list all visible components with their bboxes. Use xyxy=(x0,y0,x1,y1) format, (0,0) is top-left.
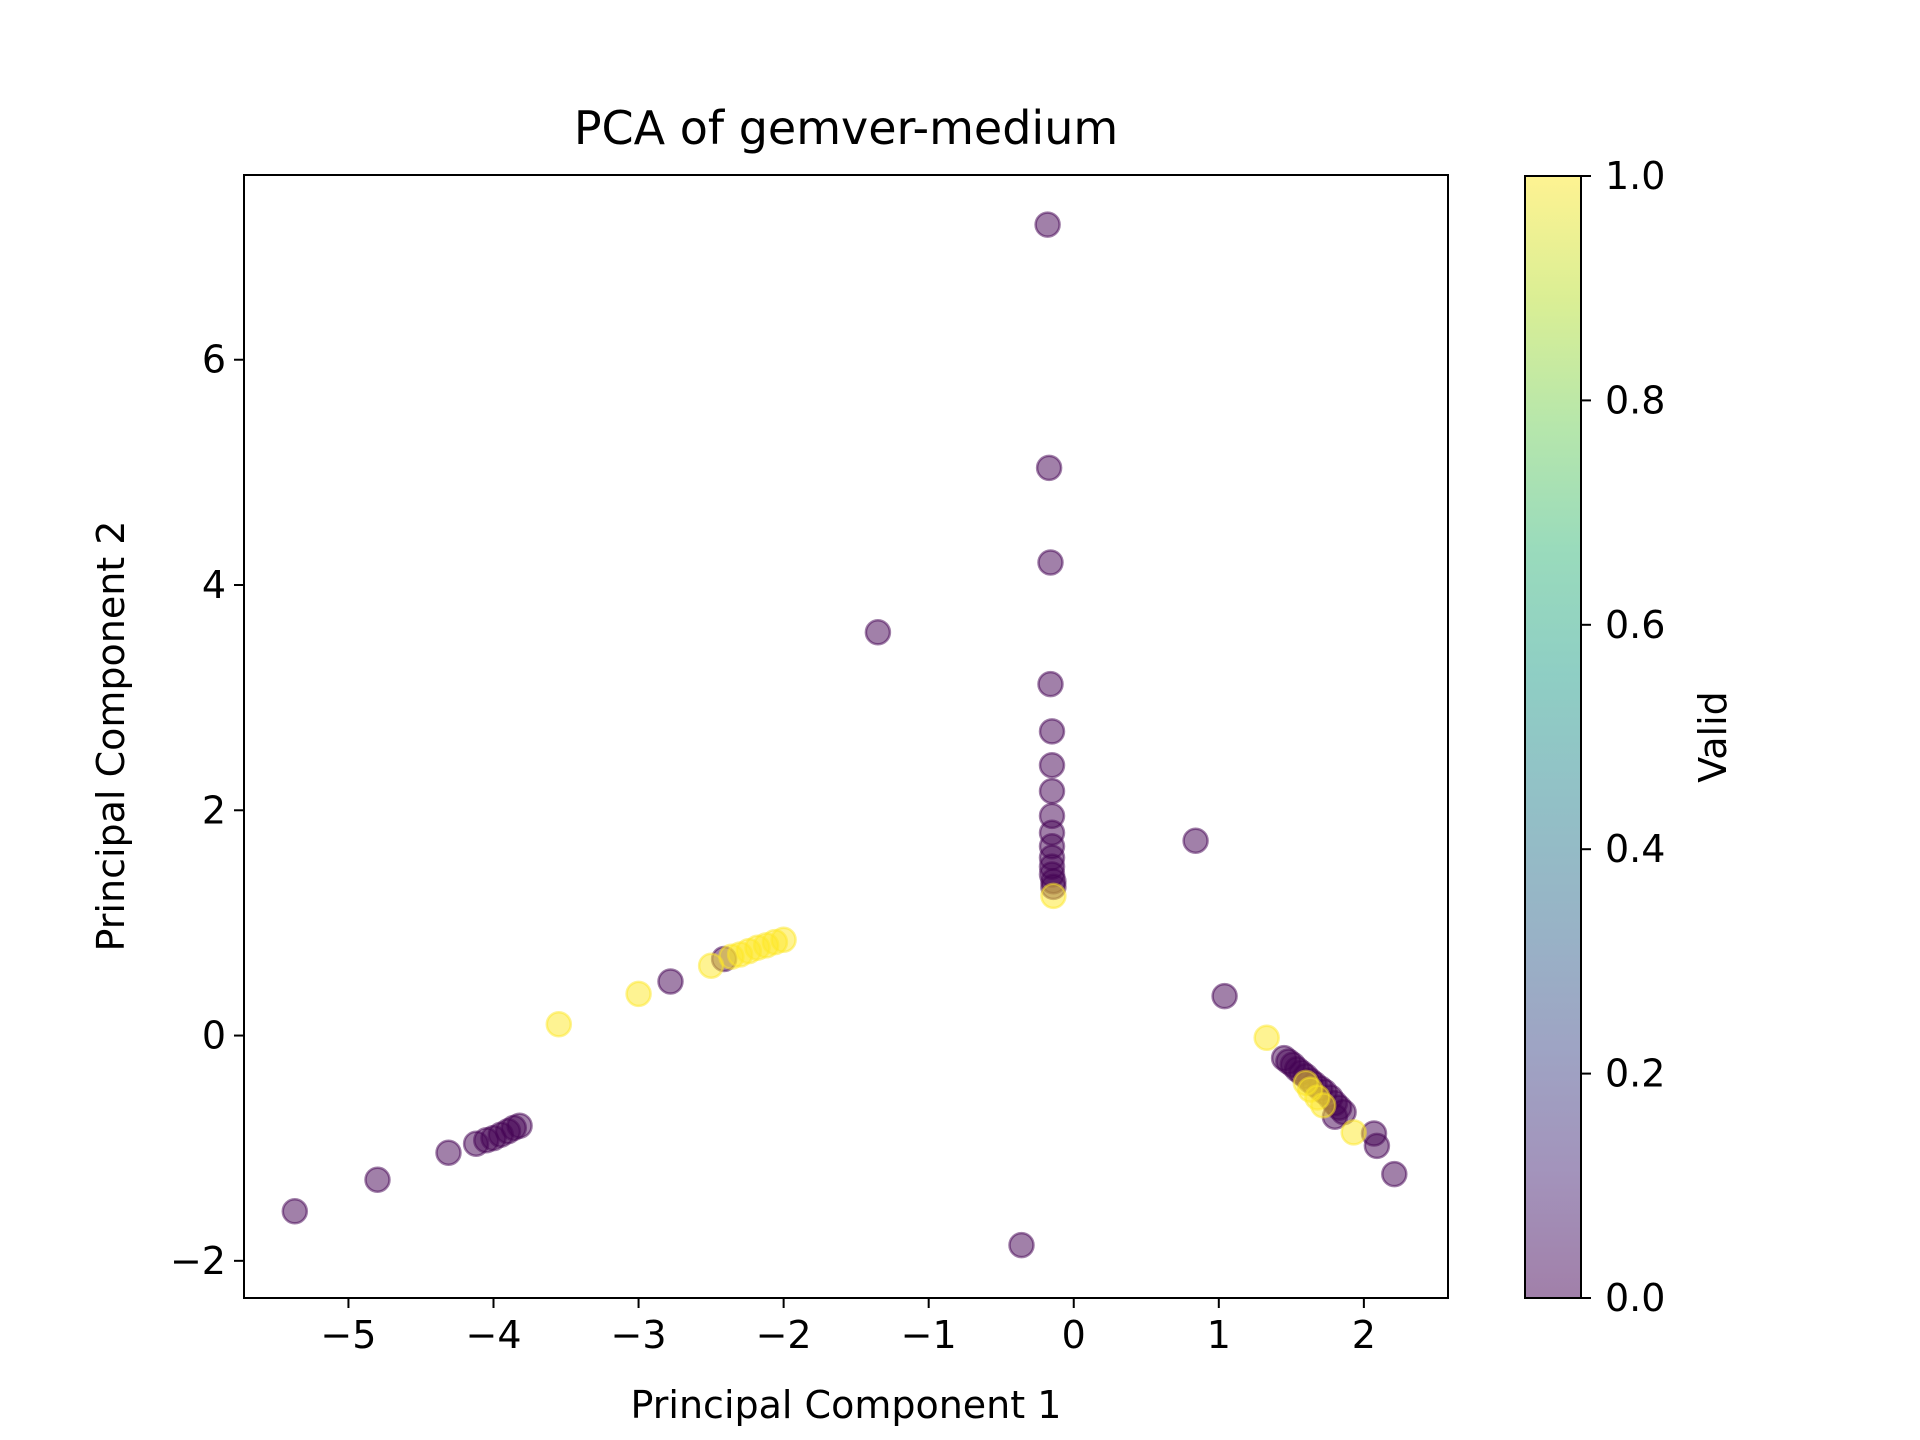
colorbar-tick-label: 0.2 xyxy=(1605,1052,1665,1096)
data-point-valid xyxy=(1253,1024,1280,1052)
x-tick-label: −5 xyxy=(320,1313,376,1357)
data-point-invalid xyxy=(1008,1231,1035,1259)
colorbar-tick-label: 0.6 xyxy=(1605,603,1665,647)
colorbar-tick-label: 0.4 xyxy=(1605,827,1665,871)
data-point-invalid xyxy=(435,1139,462,1166)
x-axis-ticks: −5 −4 −3 −2 −1 0 1 2 xyxy=(320,1298,1376,1357)
plot-area xyxy=(244,175,1448,1298)
data-point-invalid xyxy=(1381,1160,1408,1188)
data-point-invalid xyxy=(657,968,684,995)
colorbar-tick-label: 0.0 xyxy=(1605,1276,1665,1320)
data-point-invalid xyxy=(864,619,892,646)
data-point-invalid xyxy=(1363,1132,1391,1160)
data-point-invalid xyxy=(1038,777,1066,805)
x-tick-label: −2 xyxy=(756,1313,812,1357)
x-axis-label: Principal Component 1 xyxy=(631,1383,1062,1427)
y-axis-ticks: −2 0 2 4 6 xyxy=(170,338,244,1283)
y-tick-label: −2 xyxy=(170,1239,226,1283)
data-point-invalid xyxy=(1034,211,1061,238)
data-point-invalid xyxy=(281,1198,309,1225)
y-tick-label: 0 xyxy=(202,1014,226,1058)
data-point-invalid xyxy=(364,1166,391,1193)
data-point-valid xyxy=(1040,882,1067,910)
data-point-valid xyxy=(1340,1119,1367,1146)
x-tick-label: −1 xyxy=(901,1313,957,1357)
data-point-invalid xyxy=(462,1130,490,1157)
colorbar-ticks: 0.0 0.2 0.4 0.6 0.8 1.0 xyxy=(1581,154,1665,1320)
y-tick-label: 6 xyxy=(202,338,226,382)
x-tick-label: −4 xyxy=(465,1313,521,1357)
colorbar-frame xyxy=(1524,175,1582,1299)
x-tick-label: −3 xyxy=(611,1313,667,1357)
data-point-invalid xyxy=(1038,718,1066,745)
data-point-invalid xyxy=(1035,454,1063,482)
data-point-invalid xyxy=(1182,827,1209,854)
colorbar-tick-label: 0.8 xyxy=(1605,378,1665,422)
y-tick-label: 2 xyxy=(202,788,226,832)
colorbar-label: Valid xyxy=(1691,691,1735,783)
plot-frame xyxy=(243,174,1449,1299)
data-point-valid xyxy=(625,980,652,1008)
data-point-invalid xyxy=(1037,549,1064,576)
data-point-invalid xyxy=(1038,751,1066,779)
data-point-valid xyxy=(1309,1092,1337,1119)
x-tick-label: 0 xyxy=(1062,1313,1086,1357)
x-tick-label: 1 xyxy=(1207,1313,1231,1357)
y-axis-label: Principal Component 2 xyxy=(89,521,133,952)
data-point-valid xyxy=(697,952,725,979)
data-points xyxy=(281,211,1408,1259)
data-point-invalid xyxy=(1211,982,1238,1010)
data-point-invalid xyxy=(1037,670,1064,698)
x-tick-label: 2 xyxy=(1352,1313,1376,1357)
chart-title: PCA of gemver-medium xyxy=(574,101,1118,155)
colorbar xyxy=(1525,176,1581,1298)
data-point-valid xyxy=(545,1011,573,1038)
y-tick-label: 4 xyxy=(202,563,226,607)
colorbar-tick-label: 1.0 xyxy=(1605,154,1665,198)
